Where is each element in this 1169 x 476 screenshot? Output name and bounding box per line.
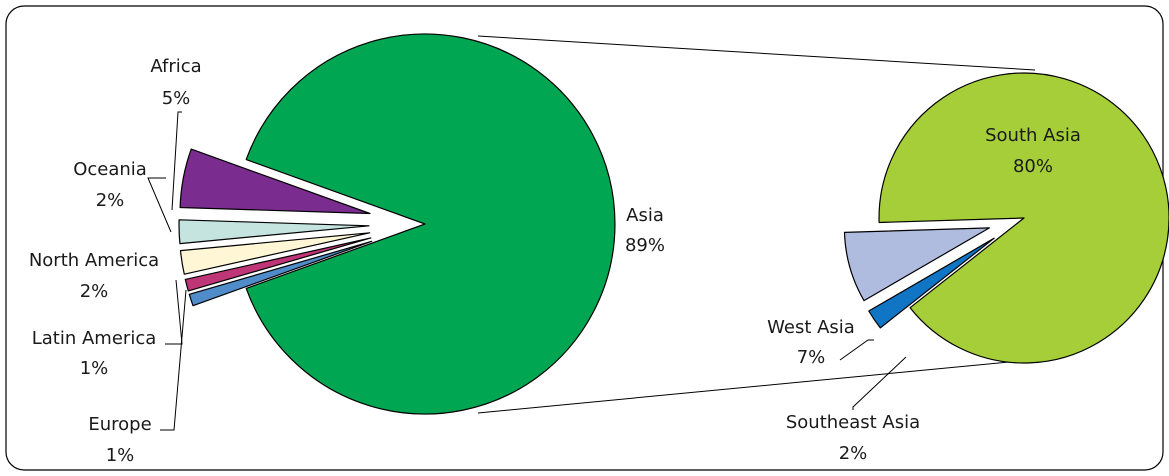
label-europe-value: 1%: [106, 445, 135, 466]
leader-line-west-asia: [839, 339, 874, 361]
label-north-america-name: North America: [29, 250, 159, 271]
slice-south-asia: [878, 72, 1169, 364]
leader-line-europe: [160, 289, 187, 431]
label-west-asia-name: West Asia: [767, 317, 855, 338]
secondary-pie: [843, 72, 1169, 364]
label-latin-america-value: 1%: [80, 358, 109, 379]
label-europe-name: Europe: [88, 414, 151, 435]
connector-line-bottom: [477, 359, 1031, 414]
main-pie: [178, 33, 616, 415]
label-asia-value: 89%: [625, 235, 665, 256]
slice-north-america: [179, 232, 371, 275]
leader-line-southeast-asia: [852, 356, 907, 410]
label-africa-name: Africa: [150, 56, 201, 77]
slice-west-asia: [843, 227, 990, 302]
label-north-america-value: 2%: [80, 281, 109, 302]
label-oceania-value: 2%: [96, 190, 125, 211]
label-southeast-asia-name: Southeast Asia: [786, 412, 920, 433]
slice-oceania: [178, 219, 370, 245]
slice-europe: [188, 240, 373, 307]
slice-africa: [179, 148, 371, 215]
slice-southeast-asia: [868, 237, 995, 329]
label-west-asia-value: 7%: [797, 347, 826, 368]
slice-latin-america: [184, 237, 372, 292]
label-asia-name: Asia: [626, 205, 664, 226]
label-south-asia-value: 80%: [1013, 156, 1053, 177]
leader-line-africa: [171, 111, 182, 211]
slice-asia: [245, 33, 616, 415]
connector-line-top: [477, 35, 1036, 71]
label-south-asia-name: South Asia: [985, 125, 1081, 146]
label-southeast-asia-value: 2%: [839, 443, 868, 464]
label-oceania-name: Oceania: [73, 159, 147, 180]
leader-line-oceania: [147, 177, 172, 233]
label-africa-value: 5%: [162, 88, 191, 109]
leader-line-latin-america: [165, 279, 183, 345]
label-latin-america-name: Latin America: [32, 328, 157, 349]
